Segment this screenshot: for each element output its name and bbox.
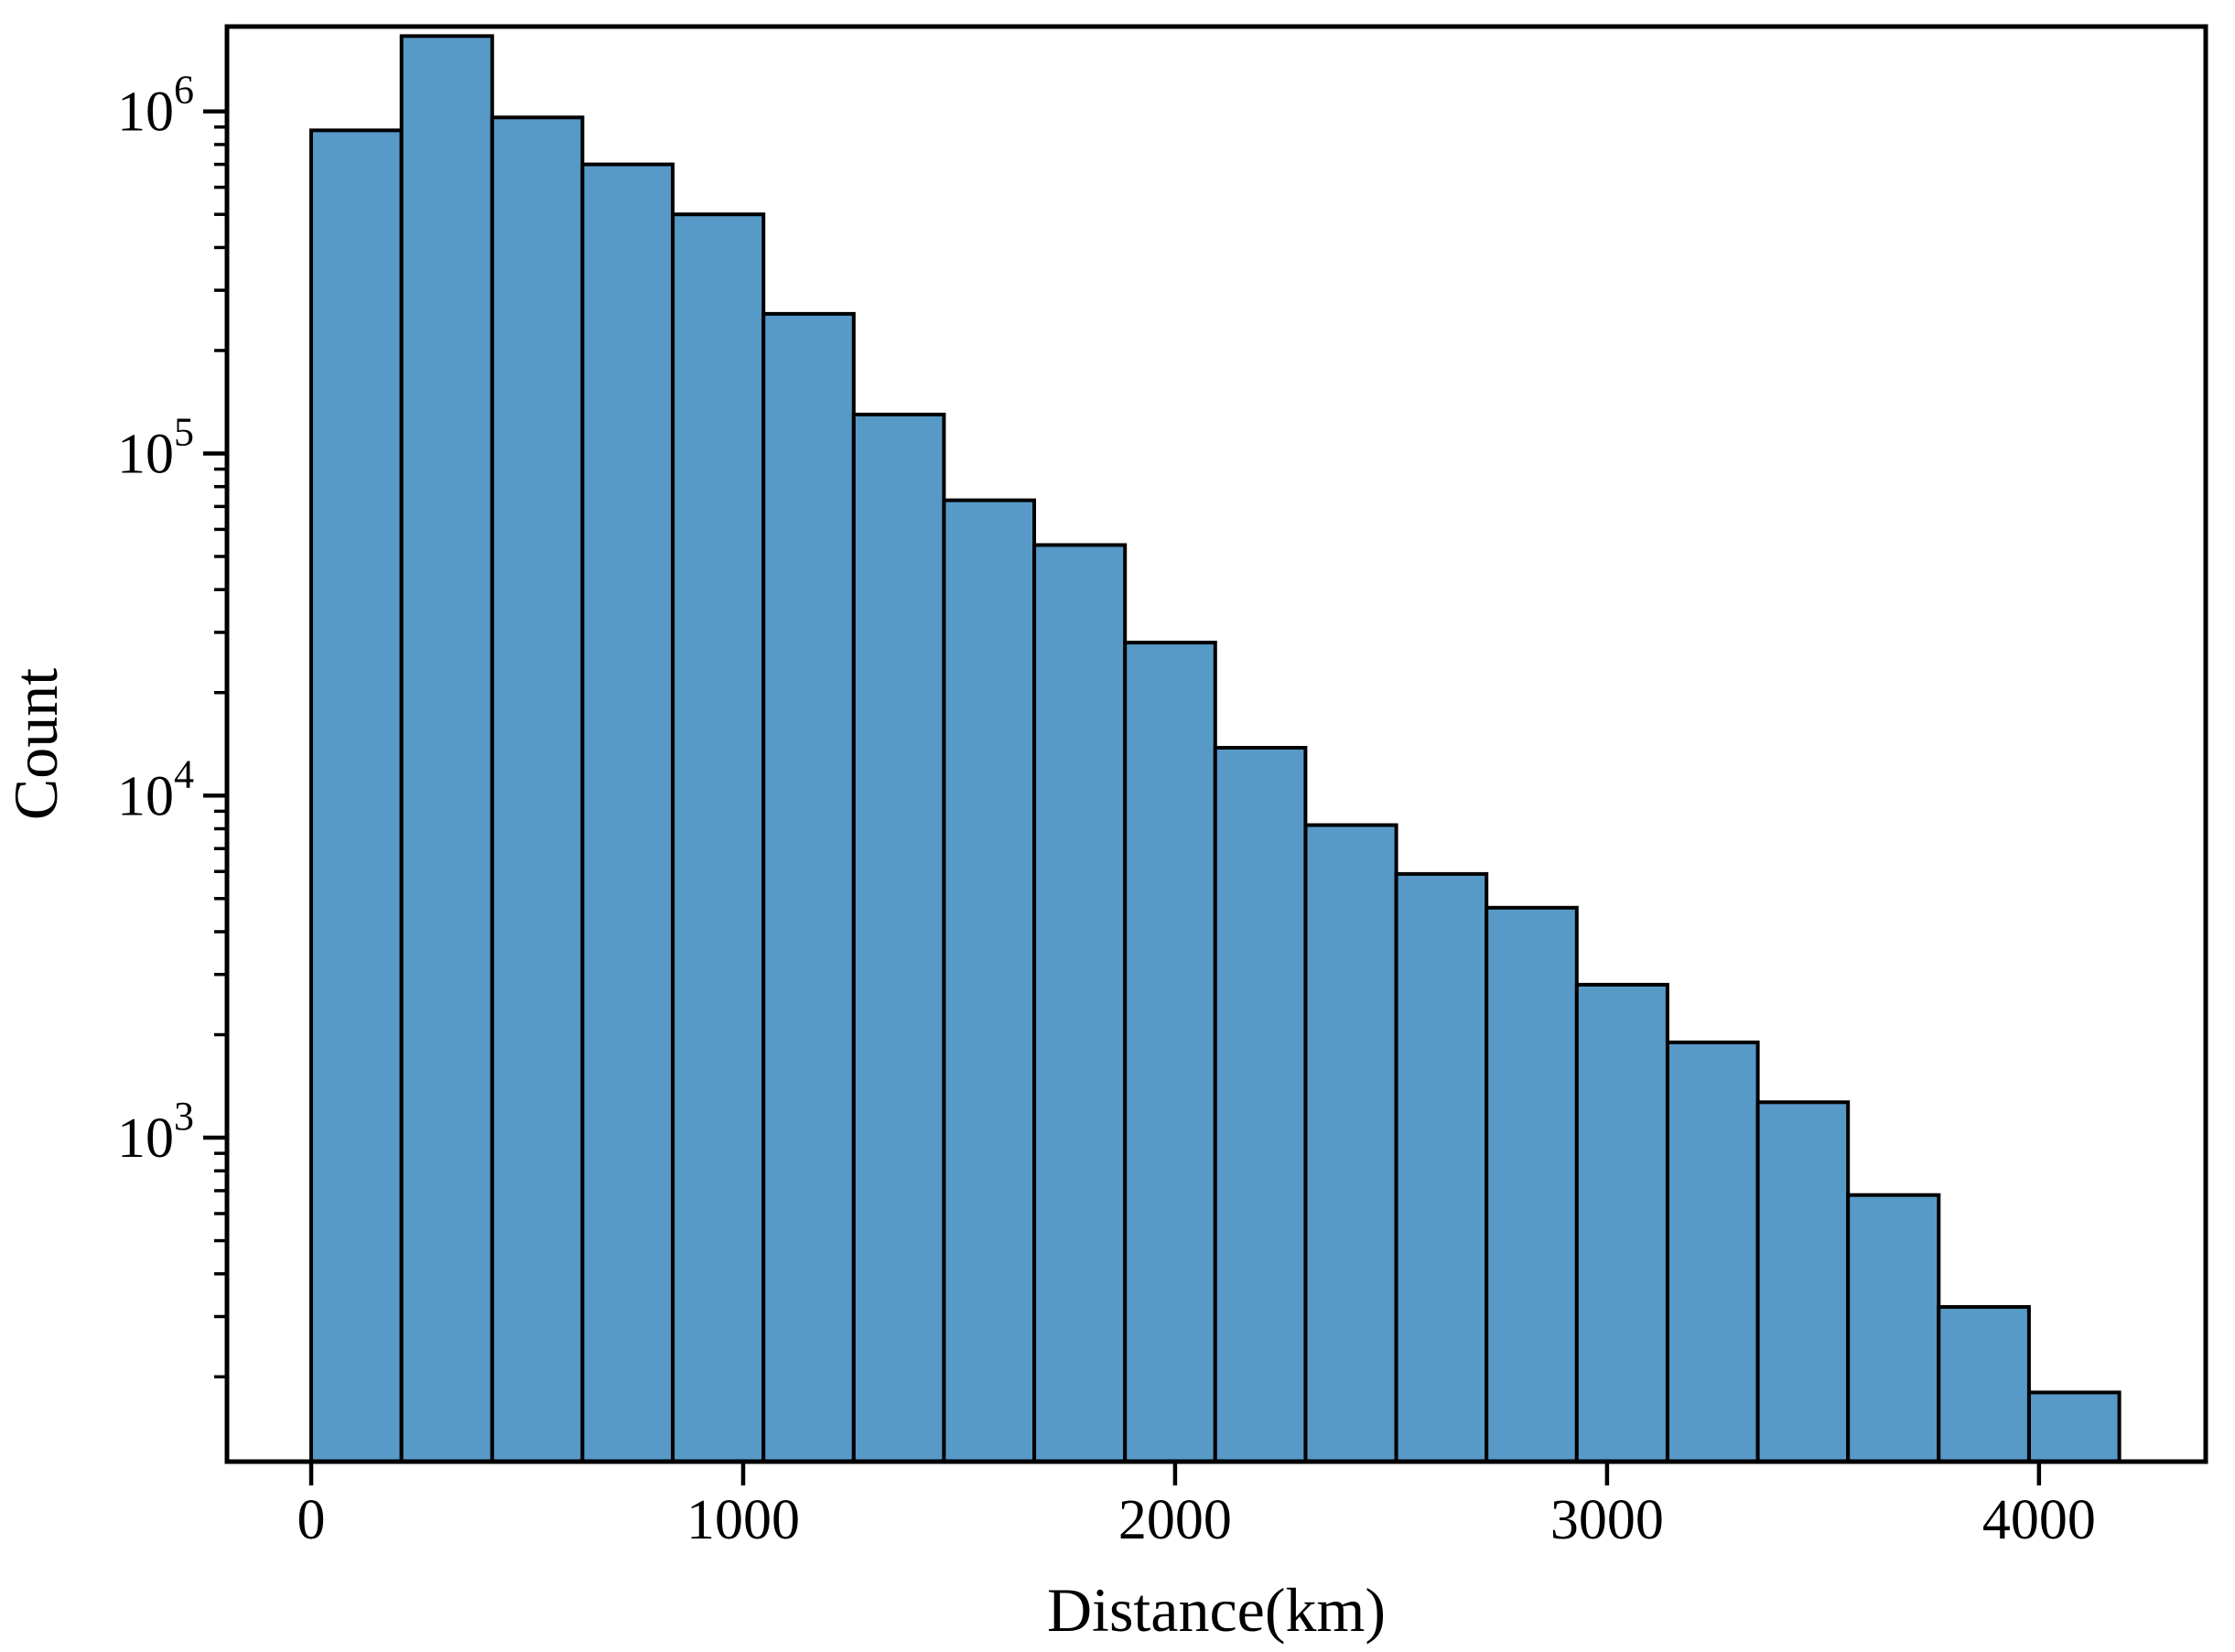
histogram-bar [2027,1390,2122,1464]
x-tick-label: 0 [297,1489,326,1551]
y-tick-label: 103 [117,1094,194,1170]
x-tick-label: 3000 [1550,1489,1664,1551]
histogram-bar [671,212,766,1464]
histogram-bar [1937,1305,2031,1463]
histogram-bar [1394,871,1489,1463]
histogram-bar [399,34,494,1463]
x-axis-label: Distance(km) [1047,1575,1386,1645]
x-tick-label: 4000 [1982,1489,2096,1551]
histogram-bar [851,412,946,1463]
histogram-bar [761,311,856,1463]
bars-layer [309,34,2122,1464]
histogram-bar [1123,641,1217,1463]
y-tick-label: 104 [117,751,194,827]
ticks-layer: 0 1000 2000 3000 4000 106 105 104 103 [117,68,2096,1551]
histogram-bar [1666,1040,1760,1464]
histogram-bar [309,128,404,1463]
histogram-bar [1303,823,1398,1463]
histogram-bar [1032,543,1128,1463]
y-axis-label: Count [1,668,70,820]
x-tick-label: 1000 [686,1489,800,1551]
histogram-bar [1574,982,1669,1463]
y-tick-label: 105 [117,409,194,485]
y-tick-label: 106 [117,68,194,144]
histogram-bar [1485,905,1579,1463]
histogram-bar [490,115,585,1463]
histogram-bar [1213,746,1308,1463]
histogram-bar [1755,1100,1851,1464]
histogram-bar [942,498,1037,1463]
plot-frame [224,24,2208,1464]
histogram-bar [1846,1193,1941,1463]
histogram-bar [580,162,675,1464]
x-tick-label: 2000 [1118,1489,1232,1551]
